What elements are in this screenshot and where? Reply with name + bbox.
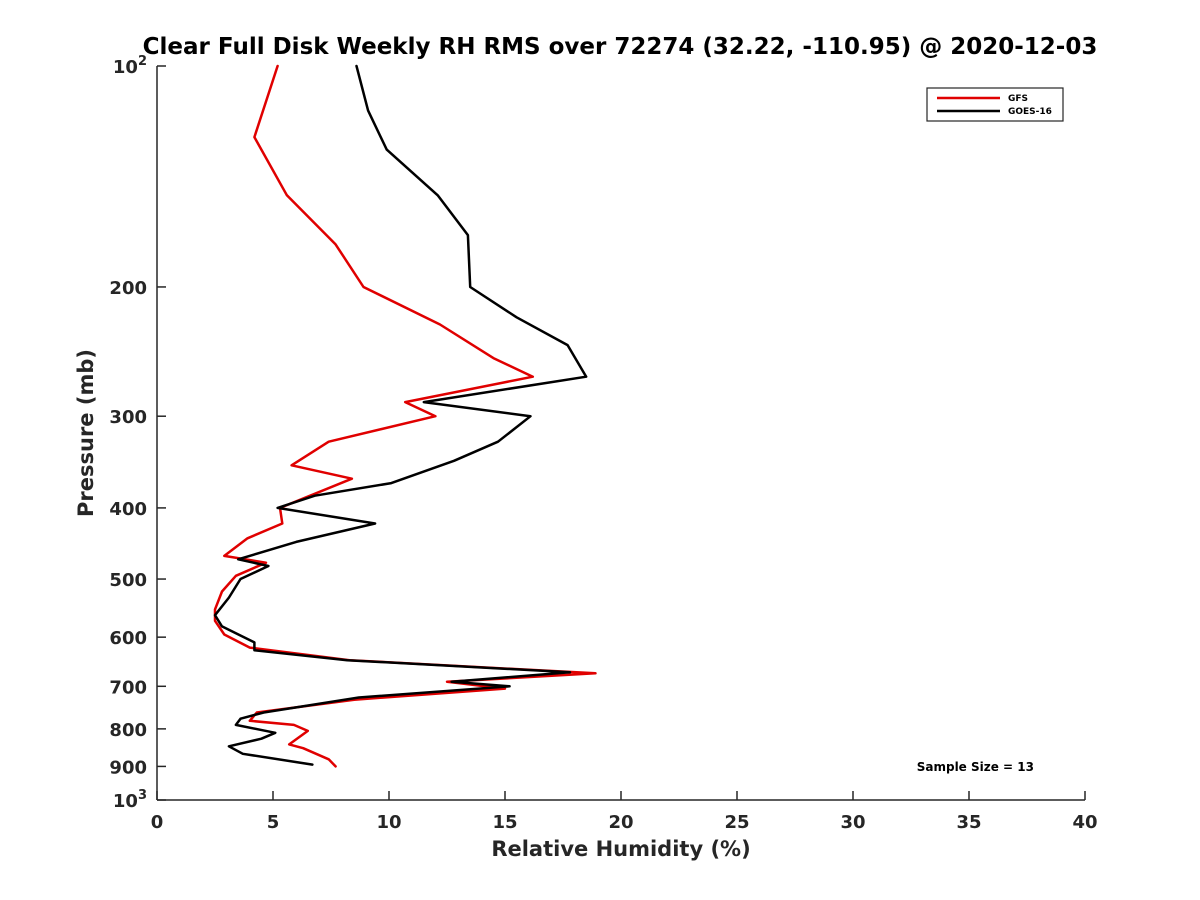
y-axis-label: Pressure (mb): [74, 349, 98, 517]
legend-label-gfs: GFS: [1008, 94, 1028, 104]
y-tick-label: 700: [109, 677, 147, 698]
legend: GFS GOES-16: [926, 87, 1064, 122]
plot-area: 0 5 10 15 20 25 30 35 40 102 200 300 400 500 600 700 80…: [109, 54, 1097, 833]
y-tick-label: 800: [109, 720, 147, 741]
x-tick-label: 40: [1072, 812, 1097, 833]
y-axis-ticks: 102 200 300 400 500 600 700 800 900 103: [109, 54, 166, 812]
x-tick-label: 25: [724, 812, 749, 833]
x-tick-label: 15: [492, 812, 517, 833]
series-line-gfs: [213, 64, 597, 768]
x-tick-label: 10: [376, 812, 401, 833]
legend-box: [926, 87, 1064, 122]
y-tick-label: 200: [109, 278, 147, 299]
x-tick-label: 35: [956, 812, 981, 833]
series-layer: [213, 64, 597, 768]
x-tick-label: 30: [840, 812, 865, 833]
y-tick-label: 103: [113, 788, 147, 812]
series-line-goes16: [213, 64, 588, 766]
chart-title: Clear Full Disk Weekly RH RMS over 72274…: [143, 34, 1098, 60]
y-tick-label: 600: [109, 628, 147, 649]
y-tick-label: 500: [109, 570, 147, 591]
y-tick-label: 400: [109, 499, 147, 520]
x-axis-label: Relative Humidity (%): [491, 837, 750, 861]
x-tick-label: 0: [151, 812, 164, 833]
legend-label-goes16: GOES-16: [1008, 107, 1052, 117]
x-tick-label: 20: [608, 812, 633, 833]
y-tick-label: 900: [109, 757, 147, 778]
y-tick-label: 300: [109, 407, 147, 428]
x-axis-ticks: 0 5 10 15 20 25 30 35 40: [151, 791, 1098, 833]
sample-size-annotation: Sample Size = 13: [917, 760, 1034, 774]
y-tick-label: 102: [113, 54, 147, 78]
x-tick-label: 5: [267, 812, 280, 833]
